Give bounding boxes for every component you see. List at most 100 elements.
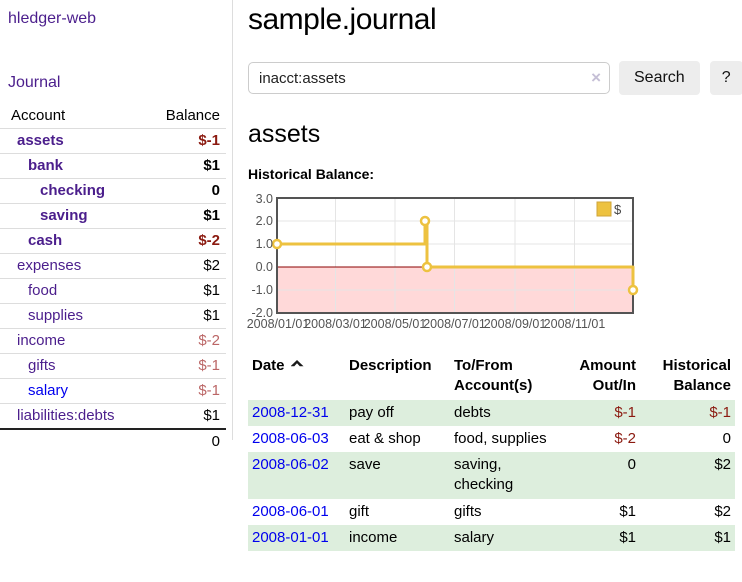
account-row-bank: bank $1 — [0, 153, 226, 179]
accounts-header-account: Account — [0, 104, 147, 129]
x-tick: 2008/03/01 — [304, 317, 367, 331]
account-row-expenses: expenses $2 — [0, 253, 226, 279]
transaction-amount: 0 — [627, 456, 636, 473]
transaction-amount: $1 — [619, 528, 636, 546]
transaction-accounts: debts — [454, 403, 491, 421]
account-row-liabilities-debts: liabilities:debts $1 — [0, 403, 226, 430]
account-row-assets: assets $-1 — [0, 128, 226, 154]
sidebar: hledger-web Journal Account Balance asse… — [0, 0, 233, 454]
transaction-description: save — [349, 456, 381, 473]
accounts-total-row: 0 — [0, 428, 226, 454]
transaction-balance: 0 — [722, 429, 731, 447]
transaction-date-link[interactable]: 2008-06-02 — [252, 456, 329, 473]
account-balance: $-1 — [146, 128, 226, 154]
legend-label: $ — [614, 202, 622, 217]
y-tick: 0.0 — [256, 260, 273, 274]
register-header-date-label: Date — [252, 357, 285, 374]
register-header-balance: Historical Balance — [662, 357, 731, 395]
account-link-gifts[interactable]: gifts — [28, 357, 56, 374]
data-point — [627, 284, 639, 296]
plot-border — [276, 197, 634, 314]
account-row-checking: checking 0 — [0, 178, 226, 204]
x-tick: 2008/11/01 — [544, 317, 606, 331]
v-gridlines — [335, 199, 575, 312]
account-link-income[interactable]: income — [17, 332, 66, 349]
transaction-date-link[interactable]: 2008-01-01 — [252, 528, 329, 546]
legend-swatch — [596, 201, 612, 217]
account-row-income: income $-2 — [0, 328, 226, 354]
account-row-supplies: supplies $1 — [0, 303, 226, 329]
x-tick: 2008/09/01 — [484, 317, 547, 331]
data-point — [419, 215, 431, 227]
transaction-balance: $2 — [714, 502, 731, 520]
transaction-accounts: salary — [454, 528, 495, 546]
account-link-expenses[interactable]: expenses — [17, 257, 82, 274]
account-balance: $1 — [146, 278, 226, 304]
account-heading: assets — [248, 120, 321, 148]
chart-canvas: $ 3.0 2.0 1.0 0.0 -1.0 -2.0 2008/01/01 2… — [247, 192, 639, 331]
account-row-cash: cash $-2 — [0, 228, 226, 254]
account-link-salary[interactable]: salary — [28, 382, 69, 399]
sidebar-item-journal[interactable]: Journal — [8, 74, 61, 91]
y-tick: 1.0 — [256, 237, 273, 251]
account-balance: $-1 — [146, 378, 226, 404]
account-link-liabilities-debts[interactable]: liabilities:debts — [17, 407, 115, 424]
account-row-food: food $1 — [0, 278, 226, 304]
register-header-row: Date Description To/From Account(s) Amou… — [248, 353, 735, 400]
x-axis-labels: 2008/01/01 2008/03/01 2008/05/01 2008/07… — [247, 317, 606, 331]
account-row-gifts: gifts $-1 — [0, 353, 226, 379]
accounts-table: Account Balance assets $-1 bank $1 check… — [0, 104, 226, 454]
accounts-total-balance: 0 — [146, 428, 226, 454]
account-balance: $1 — [146, 203, 226, 229]
account-balance: $2 — [146, 253, 226, 279]
data-point — [421, 261, 433, 273]
transaction-date-link[interactable]: 2008-06-01 — [252, 502, 329, 520]
transaction-description: income — [349, 528, 398, 546]
account-balance: $-2 — [146, 228, 226, 254]
account-row-saving: saving $1 — [0, 203, 226, 229]
transaction-amount: $-1 — [614, 403, 636, 421]
register-row: 2008-12-31 pay off debts $-1 $-1 — [248, 399, 735, 426]
chart-section-label: Historical Balance: — [248, 166, 375, 182]
x-tick: 2008/07/01 — [423, 317, 486, 331]
register-header-accounts: To/From Account(s) — [454, 357, 533, 395]
transaction-date-link[interactable]: 2008-12-31 — [252, 403, 329, 421]
brand-link[interactable]: hledger-web — [8, 10, 97, 27]
transaction-description: eat & shop — [349, 429, 421, 447]
account-link-assets[interactable]: assets — [17, 132, 64, 149]
main-content: sample.journal × Search ? assets Histori… — [233, 0, 742, 551]
register-header-description: Description — [349, 357, 432, 374]
sort-ascending-icon — [290, 360, 304, 367]
transaction-balance: $2 — [714, 456, 731, 473]
account-link-cash[interactable]: cash — [28, 232, 63, 249]
account-link-food[interactable]: food — [28, 282, 58, 299]
account-balance: $-1 — [146, 353, 226, 379]
account-link-bank[interactable]: bank — [28, 157, 64, 174]
transaction-balance: $-1 — [709, 403, 731, 421]
search-input[interactable] — [248, 62, 610, 94]
search-button[interactable]: Search — [619, 61, 700, 95]
account-link-checking[interactable]: checking — [40, 182, 106, 199]
account-balance: $1 — [146, 153, 226, 179]
transaction-description: gift — [349, 502, 370, 520]
account-row-salary: salary $-1 — [0, 378, 226, 404]
register-row: 2008-06-02 save saving, checking 0 $2 — [248, 452, 735, 499]
register-header-amount: Amount Out/In — [579, 357, 636, 395]
transaction-amount: $-2 — [614, 429, 636, 447]
transaction-date-link[interactable]: 2008-06-03 — [252, 429, 329, 447]
help-button[interactable]: ? — [709, 61, 742, 95]
historical-balance-chart: $ 3.0 2.0 1.0 0.0 -1.0 -2.0 2008/01/01 2… — [247, 191, 735, 336]
data-point-markers — [271, 215, 639, 296]
clear-search-icon[interactable]: × — [591, 68, 601, 87]
account-link-supplies[interactable]: supplies — [28, 307, 84, 324]
search-form: × Search ? — [248, 61, 742, 95]
account-link-saving[interactable]: saving — [40, 207, 88, 224]
x-tick: 2008/01/01 — [247, 317, 310, 331]
transaction-description: pay off — [349, 403, 394, 421]
y-tick: -2.0 — [251, 306, 273, 320]
chart-legend: $ — [596, 201, 622, 217]
register-header-date[interactable]: Date — [248, 353, 345, 400]
accounts-header-row: Account Balance — [0, 104, 226, 129]
y-tick: -1.0 — [251, 283, 273, 297]
account-balance: $1 — [146, 303, 226, 329]
